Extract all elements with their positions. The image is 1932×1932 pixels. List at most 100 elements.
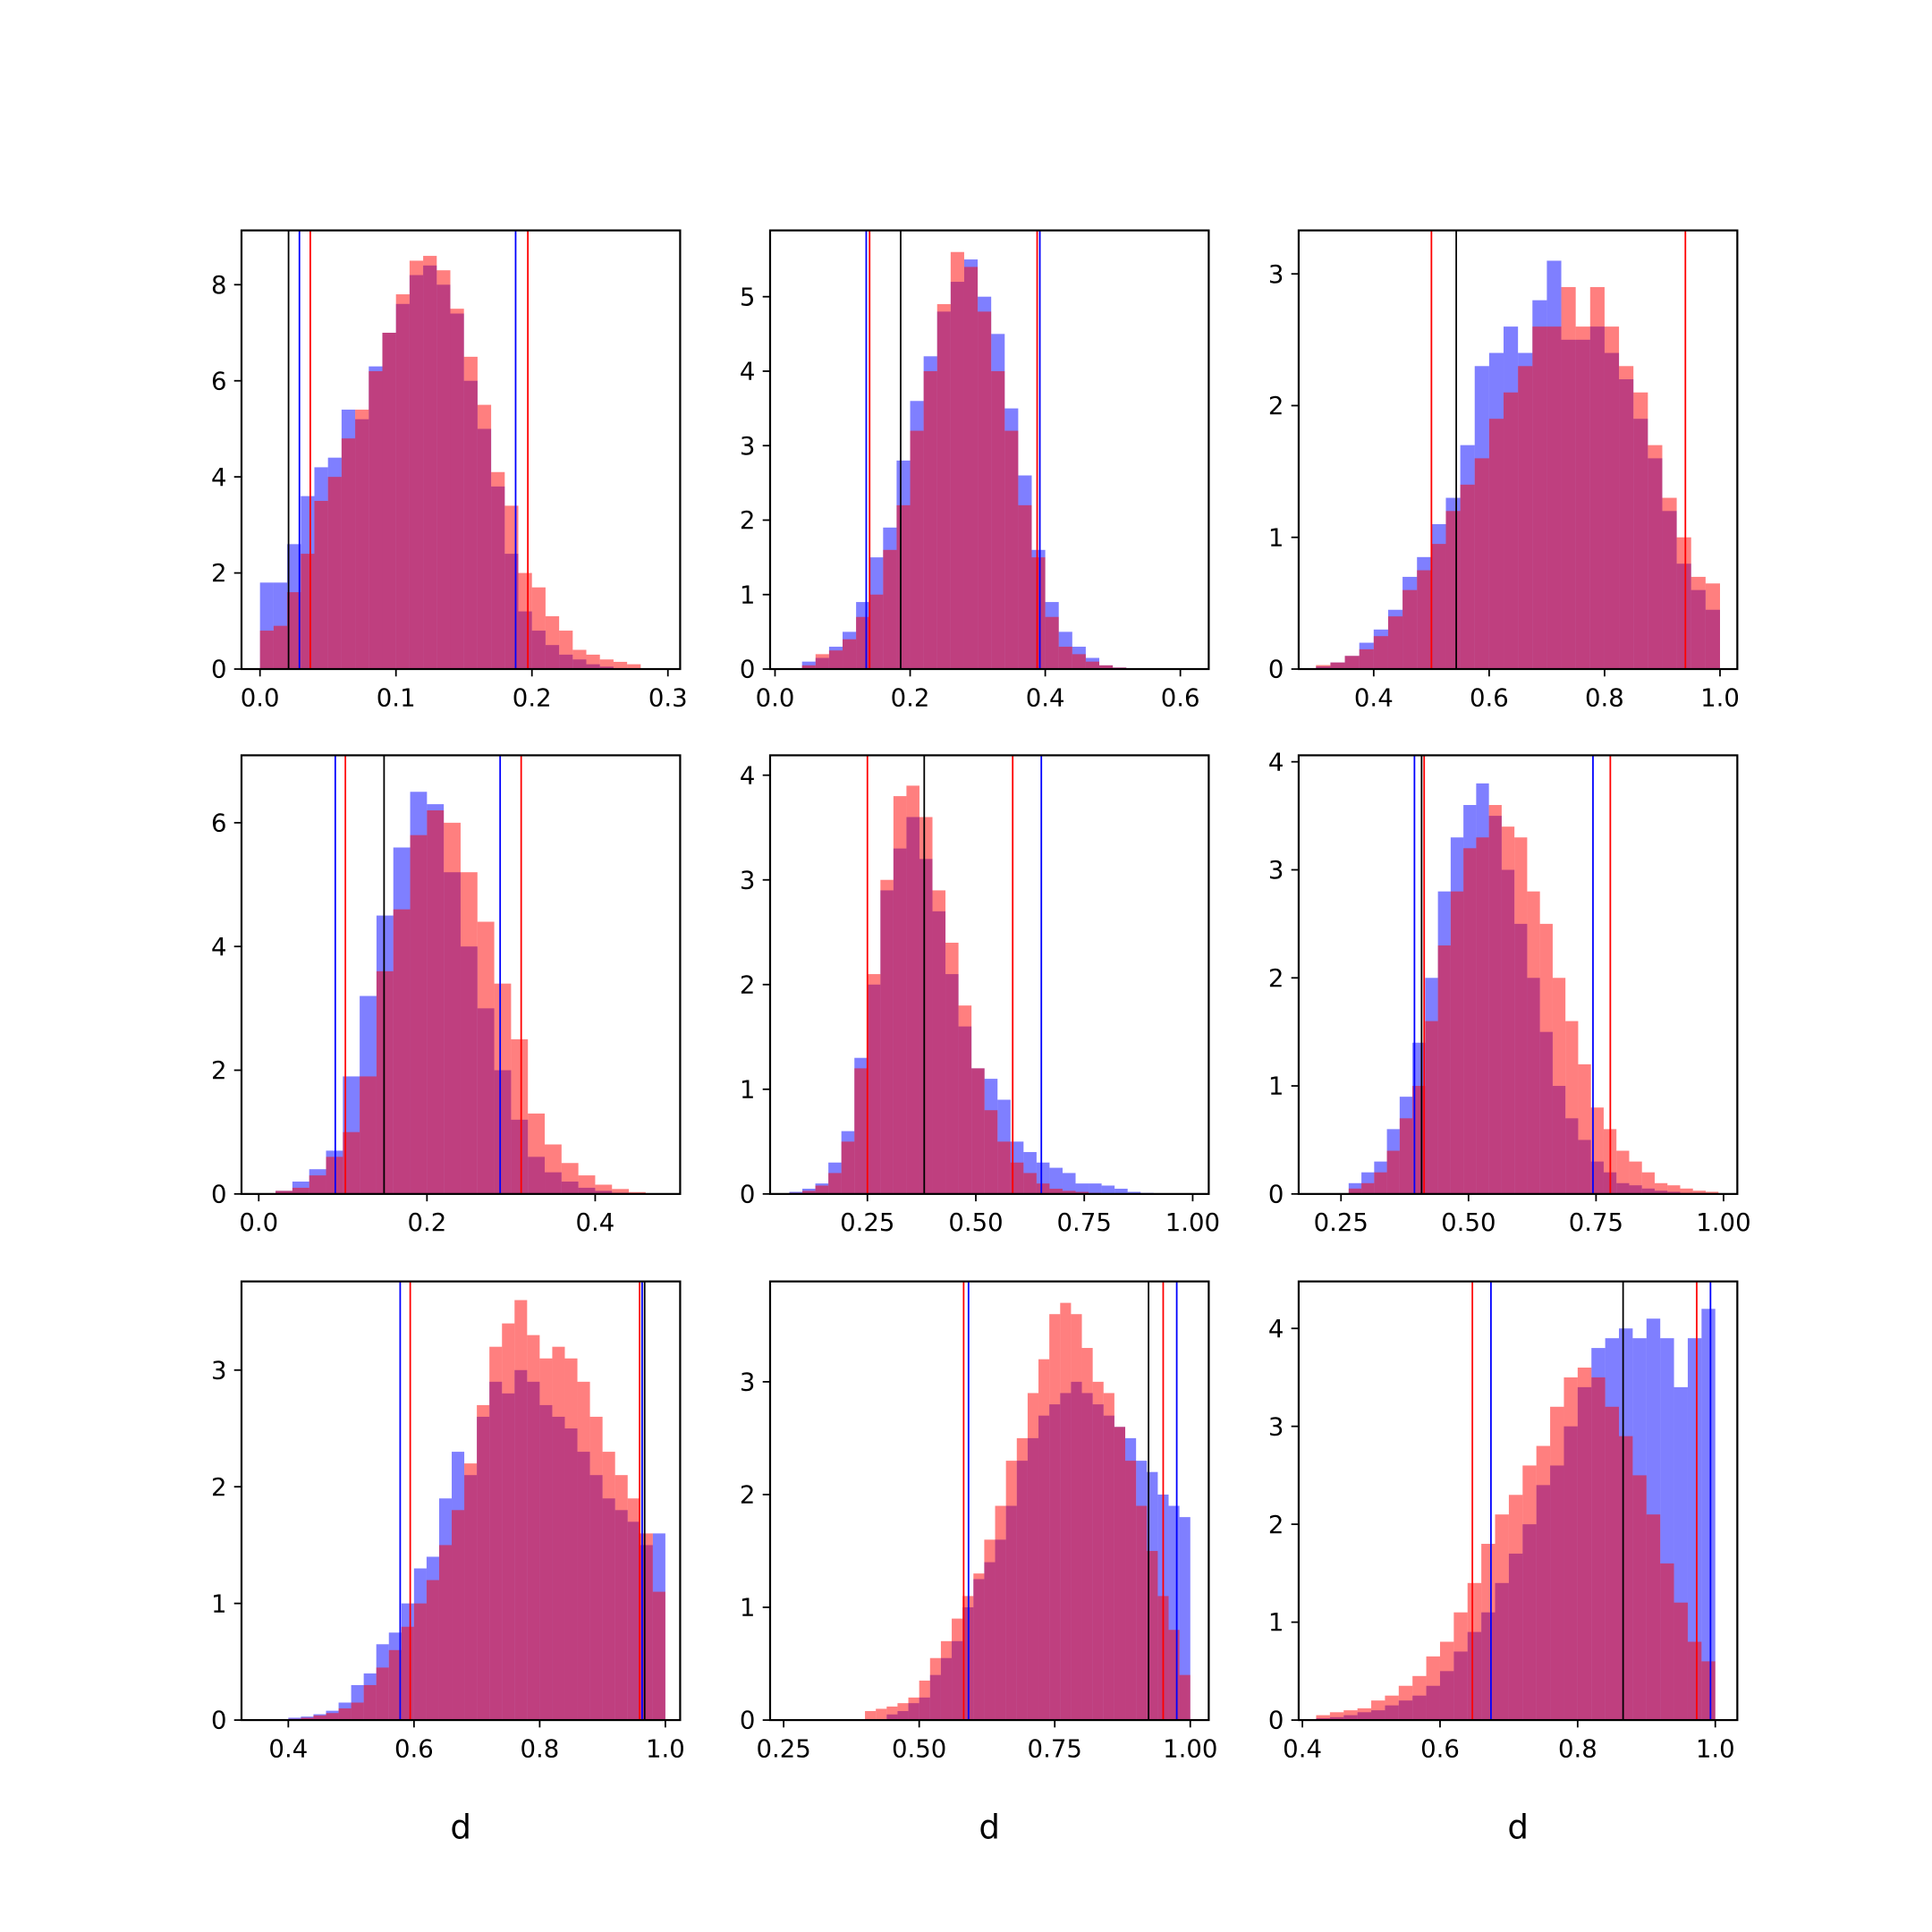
y-tick-label: 4 xyxy=(211,933,227,962)
histogram-bar xyxy=(936,304,951,670)
axes-frame xyxy=(240,754,682,1195)
histogram-bar xyxy=(436,270,451,670)
histogram-bar xyxy=(1371,1700,1385,1721)
x-tick-label: 0.4 xyxy=(268,1734,308,1763)
y-tick-label: 2 xyxy=(211,1473,227,1502)
histogram-bar xyxy=(413,1603,427,1721)
x-tick-label: 0.0 xyxy=(241,683,280,712)
histogram-bar xyxy=(627,664,641,670)
histogram-bar xyxy=(880,879,894,1194)
histogram-bar xyxy=(869,594,884,670)
histogram-bar xyxy=(1561,286,1576,670)
x-tick-label: 0.4 xyxy=(1283,1734,1322,1763)
histogram-bar xyxy=(1692,1191,1706,1194)
histogram-bar xyxy=(1687,1641,1702,1721)
histogram-bar xyxy=(463,356,478,670)
histogram-bar xyxy=(477,921,495,1194)
histogram-bar xyxy=(1385,1695,1399,1721)
histogram-bar xyxy=(856,616,870,670)
histogram-bar xyxy=(1662,497,1677,670)
histogram-bar xyxy=(1619,1436,1633,1721)
histogram-bar xyxy=(1616,1150,1630,1194)
histogram-bar xyxy=(395,294,410,670)
histogram-bar xyxy=(1049,1314,1061,1721)
x-tick-label: 0.25 xyxy=(840,1208,894,1237)
x-tick-label: 0.50 xyxy=(1441,1208,1496,1237)
histogram-bar xyxy=(1179,1517,1191,1721)
histogram-bar xyxy=(932,890,946,1194)
histogram-bar xyxy=(1045,616,1059,670)
histogram-bar xyxy=(514,1300,528,1721)
histogram-bar xyxy=(1147,1550,1158,1721)
histogram-bar xyxy=(1552,978,1566,1194)
x-tick-label: 0.6 xyxy=(1420,1734,1460,1763)
histogram-bar xyxy=(1687,1338,1702,1721)
x-tick-label: 0.8 xyxy=(1585,683,1624,712)
histogram-bar xyxy=(1467,1582,1482,1721)
histogram-bar xyxy=(1058,647,1072,670)
histogram-bar xyxy=(1071,1314,1082,1721)
histogram-bar xyxy=(1495,1514,1509,1721)
x-tick-label: 1.00 xyxy=(1163,1734,1217,1763)
y-tick-label: 4 xyxy=(211,463,227,492)
histogram-bar xyxy=(327,477,342,670)
x-tick-label: 0.0 xyxy=(239,1208,278,1237)
histogram-bar xyxy=(1114,1427,1126,1721)
histogram-bar xyxy=(313,1715,326,1721)
histogram-bar xyxy=(1103,1393,1114,1721)
histogram-bar xyxy=(893,796,907,1194)
y-tick-label: 0 xyxy=(1268,1707,1284,1735)
histogram-bar xyxy=(1101,1185,1115,1194)
histogram-bar xyxy=(477,404,492,670)
histogram-bar xyxy=(1565,1021,1579,1194)
histogram-bar xyxy=(1445,511,1461,670)
y-tick-label: 3 xyxy=(1268,856,1284,885)
histogram-bar xyxy=(1629,1161,1642,1194)
histogram-bar xyxy=(627,1498,640,1721)
histogram-bar xyxy=(923,370,937,670)
histogram-bar xyxy=(589,1416,603,1721)
histogram-bar xyxy=(1633,392,1648,670)
histogram-bar xyxy=(1578,1063,1591,1194)
histogram-bar xyxy=(1591,1377,1606,1721)
histogram-bar xyxy=(444,822,461,1194)
histogram-bar xyxy=(1619,366,1634,670)
histogram-bar xyxy=(1431,544,1446,670)
histogram-bar xyxy=(1387,616,1403,670)
histogram-bar xyxy=(301,554,315,670)
histogram-bar xyxy=(1060,1302,1072,1721)
histogram-bar xyxy=(1361,1182,1375,1194)
histogram-bar xyxy=(950,251,964,670)
histogram-bar xyxy=(259,631,274,670)
histogram-bar xyxy=(1667,1185,1681,1194)
histogram-bar xyxy=(376,970,394,1194)
histogram-bar xyxy=(1648,445,1663,670)
histogram-bar xyxy=(929,1657,941,1721)
histogram-bar xyxy=(1532,326,1547,670)
histogram-bar xyxy=(1450,891,1464,1194)
x-tick-label: 0.25 xyxy=(756,1734,810,1763)
y-tick-label: 3 xyxy=(740,866,756,894)
histogram-bar xyxy=(1062,1173,1076,1194)
histogram-bar xyxy=(438,1545,453,1721)
histogram-bar xyxy=(1075,1191,1089,1194)
histogram-bar xyxy=(1023,1173,1037,1194)
histogram-bar xyxy=(952,1618,963,1721)
histogram-bar xyxy=(876,1708,887,1721)
y-tick-label: 1 xyxy=(211,1589,227,1618)
histogram-bar xyxy=(355,409,369,670)
histogram-bar xyxy=(491,471,505,670)
histogram-bar xyxy=(1125,1461,1137,1721)
x-tick-label: 0.2 xyxy=(513,683,552,712)
x-tick-label: 0.0 xyxy=(756,683,795,712)
histogram-bar xyxy=(991,370,1005,670)
histogram-bar xyxy=(1474,458,1489,670)
histogram-bar xyxy=(1398,1685,1413,1721)
histogram-bar xyxy=(1016,1437,1028,1721)
histogram-bar xyxy=(1514,837,1528,1194)
histogram-bar xyxy=(1488,805,1502,1194)
histogram-bar xyxy=(1632,1475,1647,1721)
histogram-bar xyxy=(595,1184,613,1194)
subplot: 0.25 0.50 0.75 1.00 0 1 2 3 4 xyxy=(1268,748,1751,1237)
histogram-bar xyxy=(1081,1348,1093,1721)
